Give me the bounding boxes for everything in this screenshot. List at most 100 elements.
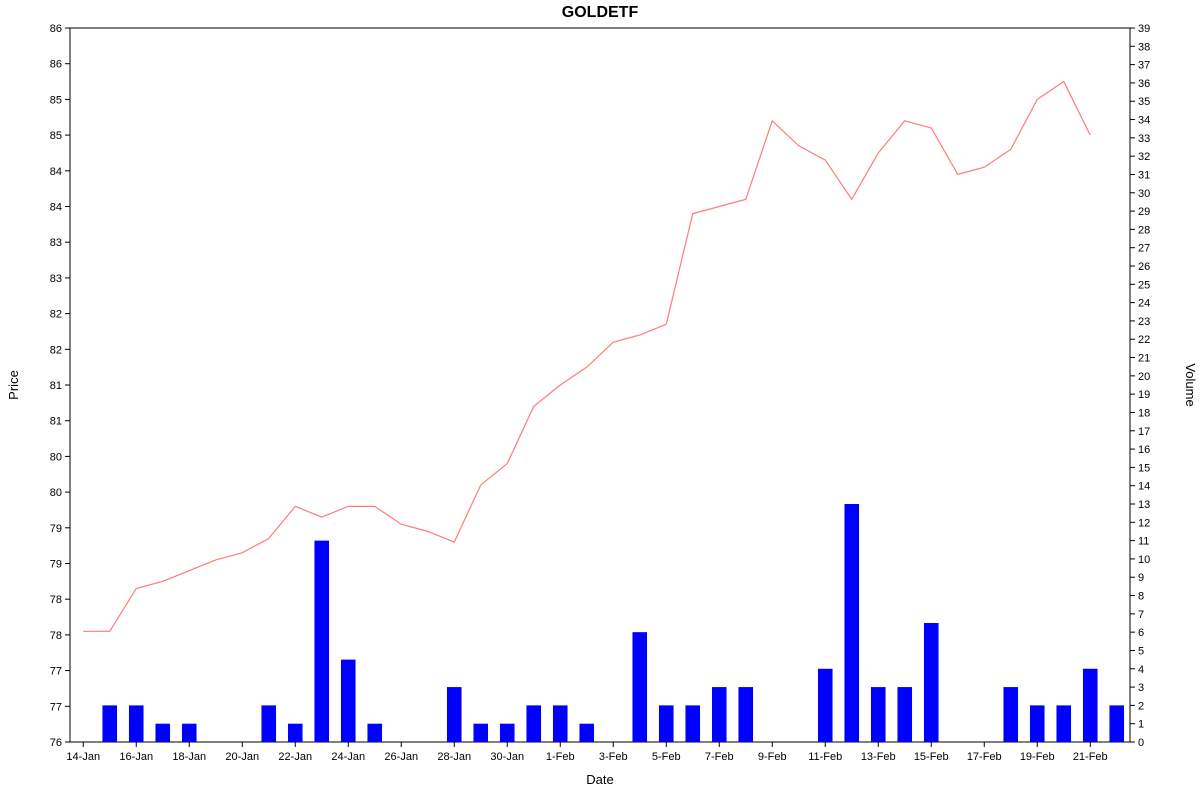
x-tick-label: 28-Jan bbox=[437, 751, 471, 763]
y-left-tick-label: 85 bbox=[50, 130, 62, 142]
y-right-tick-label: 32 bbox=[1138, 151, 1150, 163]
y-left-tick-label: 78 bbox=[50, 594, 62, 606]
volume-bar bbox=[155, 724, 170, 742]
y-left-tick-label: 78 bbox=[50, 630, 62, 642]
y-right-tick-label: 16 bbox=[1138, 444, 1150, 456]
price-line bbox=[83, 82, 1090, 632]
y-right-tick-label: 31 bbox=[1138, 169, 1150, 181]
y-left-tick-label: 84 bbox=[50, 202, 62, 214]
volume-bar bbox=[1056, 705, 1071, 742]
x-tick-label: 19-Feb bbox=[1020, 751, 1055, 763]
volume-bar bbox=[897, 687, 912, 742]
volume-bar bbox=[1030, 705, 1045, 742]
y-right-axis-label: Volume bbox=[1183, 363, 1198, 406]
volume-bar bbox=[579, 724, 594, 742]
y-right-tick-label: 15 bbox=[1138, 462, 1150, 474]
y-right-tick-label: 24 bbox=[1138, 298, 1150, 310]
volume-bar bbox=[500, 724, 515, 742]
y-right-tick-label: 2 bbox=[1138, 700, 1144, 712]
chart-title: GOLDETF bbox=[0, 4, 1200, 22]
volume-bar bbox=[341, 660, 356, 742]
y-right-tick-label: 38 bbox=[1138, 41, 1150, 53]
volume-bar bbox=[553, 705, 568, 742]
volume-bar bbox=[712, 687, 727, 742]
x-tick-label: 21-Feb bbox=[1073, 751, 1108, 763]
volume-bar bbox=[1109, 705, 1124, 742]
x-tick-label: 9-Feb bbox=[758, 751, 787, 763]
y-right-tick-label: 3 bbox=[1138, 682, 1144, 694]
y-right-tick-label: 4 bbox=[1138, 664, 1144, 676]
y-right-tick-label: 13 bbox=[1138, 499, 1150, 511]
y-right-tick-label: 21 bbox=[1138, 353, 1150, 365]
volume-bar bbox=[818, 669, 833, 742]
volume-bar bbox=[314, 541, 329, 742]
y-right-tick-label: 19 bbox=[1138, 389, 1150, 401]
y-right-tick-label: 9 bbox=[1138, 572, 1144, 584]
y-right-tick-label: 36 bbox=[1138, 78, 1150, 90]
x-axis-label: Date bbox=[586, 772, 613, 787]
volume-bar bbox=[129, 705, 144, 742]
y-left-tick-label: 80 bbox=[50, 487, 62, 499]
y-right-tick-label: 7 bbox=[1138, 609, 1144, 621]
y-left-tick-label: 77 bbox=[50, 666, 62, 678]
y-left-tick-label: 86 bbox=[50, 59, 62, 71]
y-right-tick-label: 18 bbox=[1138, 407, 1150, 419]
y-left-tick-label: 82 bbox=[50, 309, 62, 321]
y-right-tick-label: 10 bbox=[1138, 554, 1150, 566]
y-right-tick-label: 17 bbox=[1138, 426, 1150, 438]
x-tick-label: 14-Jan bbox=[66, 751, 100, 763]
x-tick-label: 24-Jan bbox=[331, 751, 365, 763]
x-tick-label: 13-Feb bbox=[861, 751, 896, 763]
y-left-tick-label: 79 bbox=[50, 523, 62, 535]
y-left-tick-label: 81 bbox=[50, 416, 62, 428]
volume-bar bbox=[261, 705, 276, 742]
y-left-tick-label: 84 bbox=[50, 166, 62, 178]
volume-bar bbox=[447, 687, 462, 742]
y-right-tick-label: 30 bbox=[1138, 188, 1150, 200]
y-right-tick-label: 12 bbox=[1138, 517, 1150, 529]
x-tick-label: 11-Feb bbox=[808, 751, 842, 763]
volume-bar bbox=[632, 632, 647, 742]
y-left-tick-label: 79 bbox=[50, 559, 62, 571]
volume-bar bbox=[288, 724, 303, 742]
y-left-tick-label: 76 bbox=[50, 737, 62, 749]
volume-bar bbox=[1003, 687, 1018, 742]
y-left-axis-label: Price bbox=[6, 370, 21, 400]
x-tick-label: 16-Jan bbox=[119, 751, 153, 763]
y-right-tick-label: 11 bbox=[1138, 536, 1149, 548]
y-right-tick-label: 33 bbox=[1138, 133, 1150, 145]
y-right-tick-label: 0 bbox=[1138, 737, 1144, 749]
x-tick-label: 26-Jan bbox=[384, 751, 418, 763]
y-left-tick-label: 77 bbox=[50, 701, 62, 713]
chart-svg: 7677777878797980808181828283838484858586… bbox=[0, 0, 1200, 792]
y-right-tick-label: 14 bbox=[1138, 481, 1150, 493]
x-tick-label: 7-Feb bbox=[705, 751, 734, 763]
volume-bar bbox=[924, 623, 939, 742]
y-left-tick-label: 83 bbox=[50, 237, 62, 249]
plot-border bbox=[70, 28, 1130, 742]
y-right-tick-label: 8 bbox=[1138, 591, 1144, 603]
y-right-tick-label: 6 bbox=[1138, 627, 1144, 639]
x-tick-label: 3-Feb bbox=[599, 751, 628, 763]
x-tick-label: 1-Feb bbox=[546, 751, 575, 763]
y-right-tick-label: 20 bbox=[1138, 371, 1150, 383]
y-right-tick-label: 5 bbox=[1138, 645, 1144, 657]
volume-bar bbox=[526, 705, 541, 742]
y-left-tick-label: 85 bbox=[50, 94, 62, 106]
volume-bar bbox=[871, 687, 886, 742]
y-right-tick-label: 34 bbox=[1138, 115, 1150, 127]
x-tick-label: 17-Feb bbox=[967, 751, 1002, 763]
x-tick-label: 5-Feb bbox=[652, 751, 681, 763]
y-right-tick-label: 1 bbox=[1138, 719, 1144, 731]
x-tick-label: 22-Jan bbox=[278, 751, 312, 763]
y-right-tick-label: 22 bbox=[1138, 334, 1150, 346]
volume-bar bbox=[844, 504, 859, 742]
x-tick-label: 20-Jan bbox=[225, 751, 259, 763]
y-left-tick-label: 80 bbox=[50, 451, 62, 463]
x-tick-label: 15-Feb bbox=[914, 751, 949, 763]
x-tick-label: 18-Jan bbox=[172, 751, 206, 763]
y-left-tick-label: 82 bbox=[50, 344, 62, 356]
y-left-tick-label: 81 bbox=[50, 380, 62, 392]
y-right-tick-label: 28 bbox=[1138, 224, 1150, 236]
volume-bar bbox=[685, 705, 700, 742]
